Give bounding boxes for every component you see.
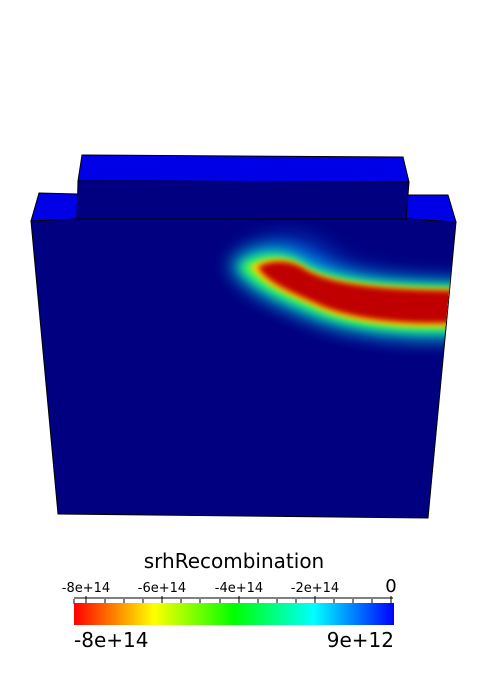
- mesa-top-face: [77, 154, 410, 183]
- colorbar-tick-label: -8e+14: [62, 581, 110, 596]
- colorbar-tick-label: -2e+14: [291, 581, 339, 596]
- base-top-face-right: [405, 194, 457, 223]
- colorbar-legend: srhRecombination -8e+14 -6e+14 -4e+14 -2…: [62, 549, 397, 652]
- colorbar-max-label: 9e+12: [327, 628, 394, 652]
- colorbar-tick-label: -6e+14: [138, 581, 186, 596]
- device-model: [30, 154, 457, 519]
- colorbar-tick-label: -4e+14: [215, 581, 263, 596]
- base-top-face: [30, 192, 79, 222]
- colorbar-min-label: -8e+14: [74, 628, 148, 652]
- colorbar-tick-label: 0: [385, 576, 396, 597]
- recombination-field: [230, 242, 456, 337]
- colorbar-gradient: [74, 603, 394, 625]
- colorbar-title: srhRecombination: [144, 549, 324, 573]
- mesa-front-face: [76, 180, 410, 221]
